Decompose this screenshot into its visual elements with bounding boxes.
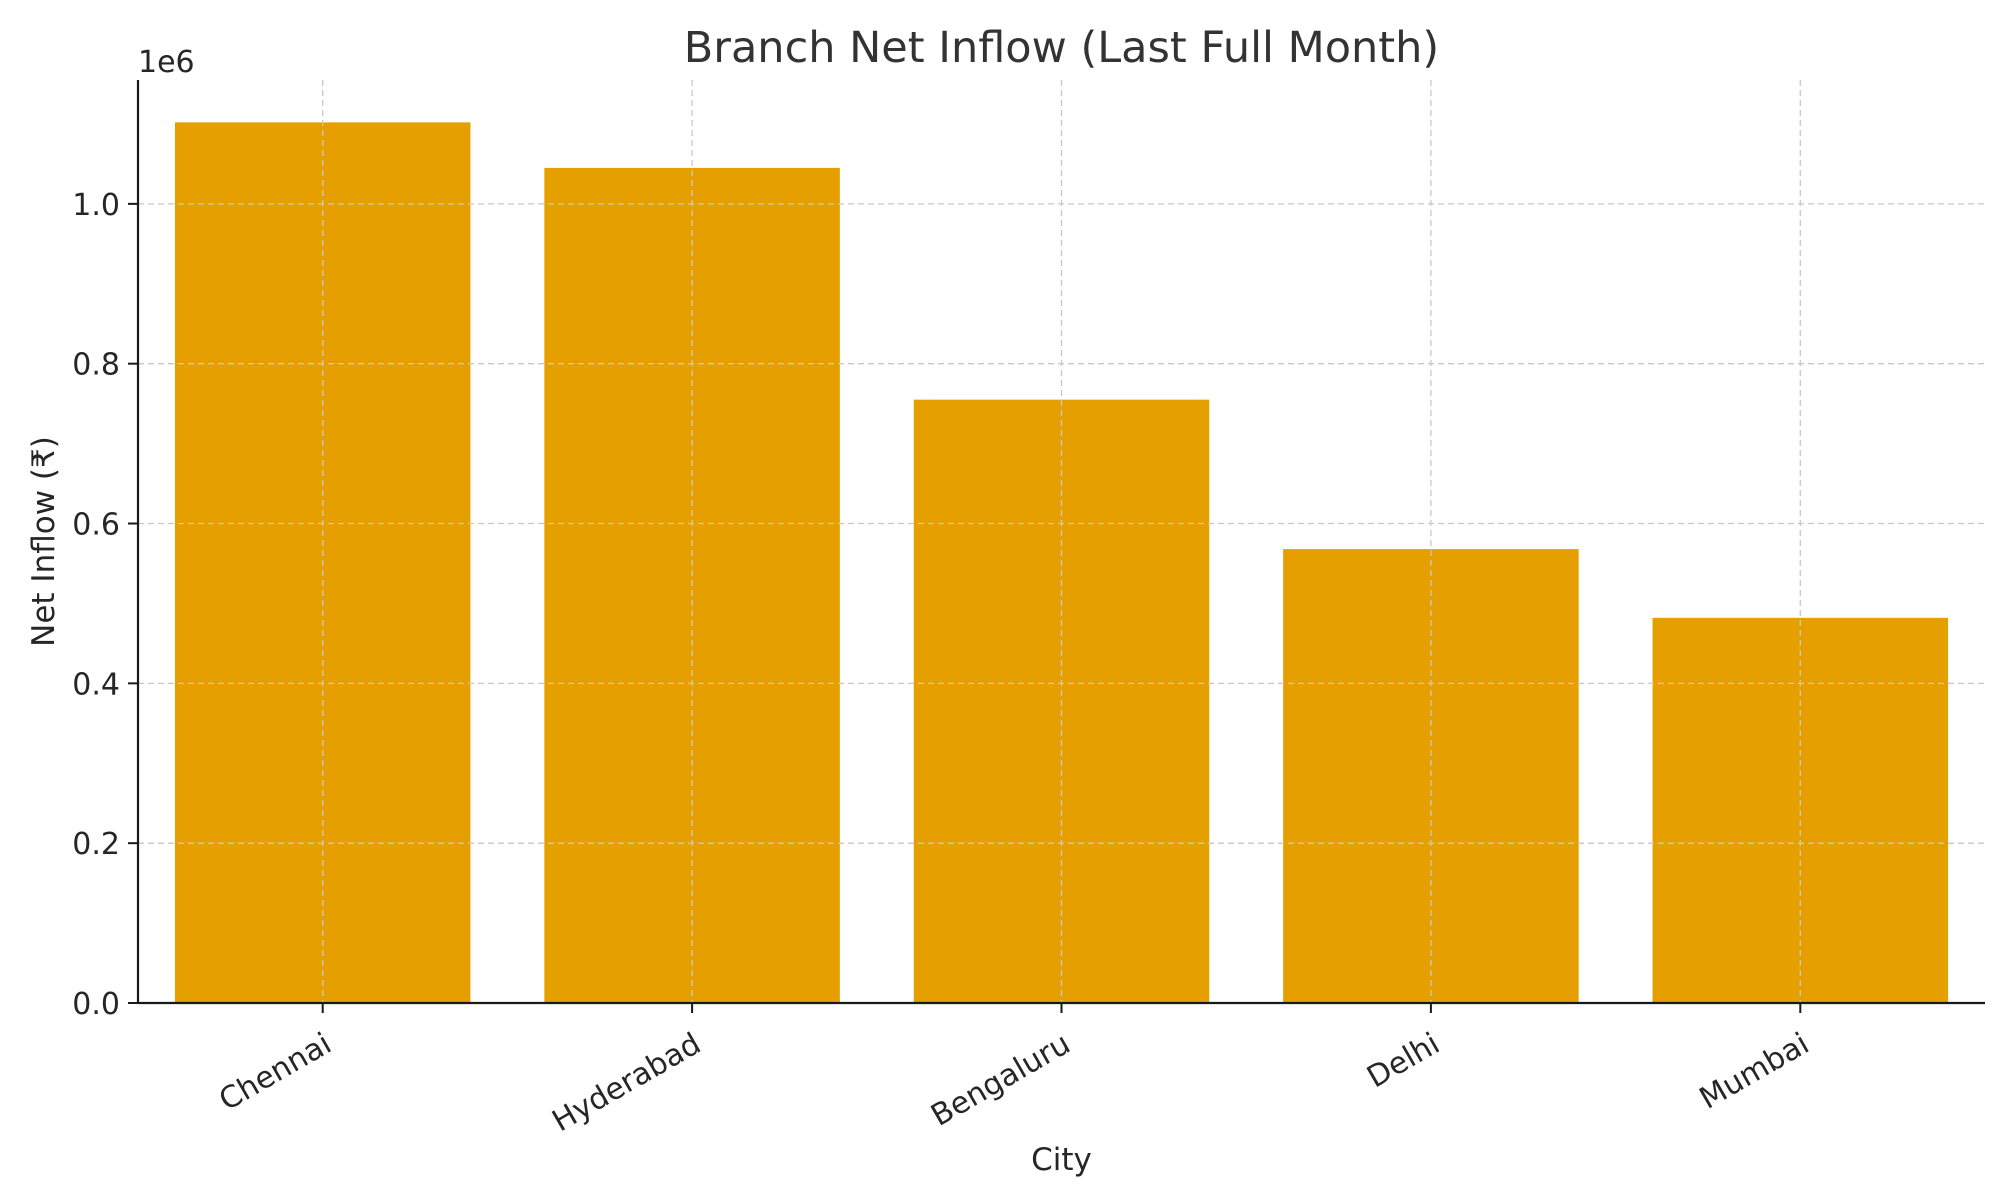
x-tick-label: Bengaluru — [925, 1026, 1076, 1133]
y-tick-label: 0.8 — [72, 348, 120, 383]
x-tick-label: Hyderabad — [547, 1026, 707, 1139]
y-axis-title: Net Inflow (₹) — [26, 436, 62, 647]
y-tick-label: 0.0 — [72, 987, 120, 1022]
y-axis-offset-label: 1e6 — [138, 45, 195, 80]
y-tick-label: 1.0 — [72, 188, 120, 223]
grid — [138, 80, 1985, 1003]
y-tick-label: 0.2 — [72, 827, 120, 862]
y-tick-label: 0.4 — [72, 667, 120, 702]
x-tick-label: Chennai — [213, 1026, 337, 1118]
x-axis-title: City — [1031, 1142, 1092, 1178]
x-tick-label: Delhi — [1361, 1026, 1445, 1095]
x-tick-label: Mumbai — [1694, 1026, 1815, 1116]
y-tick-label: 0.6 — [72, 508, 120, 543]
chart-title: Branch Net Inflow (Last Full Month) — [684, 23, 1439, 73]
